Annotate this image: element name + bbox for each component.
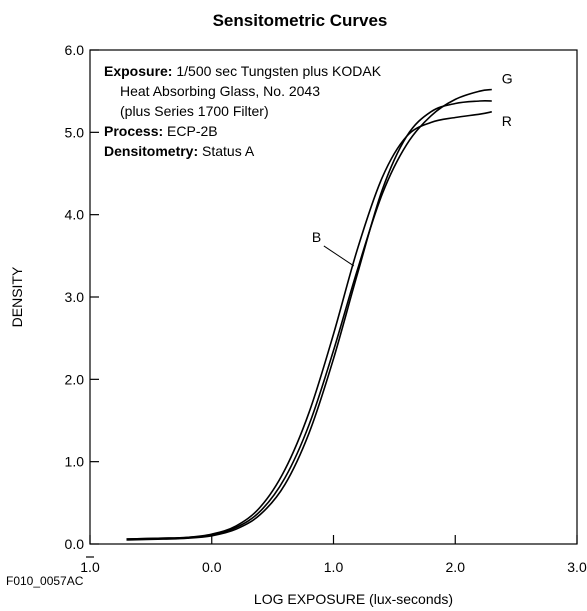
annotation-value: Heat Absorbing Glass, No. 2043: [120, 83, 320, 99]
curve-b: [126, 100, 492, 541]
annotation-value: ECP-2B: [163, 123, 217, 139]
curves: [126, 88, 492, 541]
annotation-line: Densitometry: Status A: [104, 143, 255, 159]
curve-labels: G R B: [312, 71, 513, 267]
annotation-key: Process:: [104, 123, 163, 139]
annotation-line: Exposure: 1/500 sec Tungsten plus KODAK: [104, 63, 382, 79]
x-axis-label: LOG EXPOSURE (lux-seconds): [254, 591, 453, 607]
y-tick-label: 1.0: [65, 454, 85, 470]
curve-label-g: G: [502, 71, 513, 87]
x-tick-label: 1.0: [80, 559, 100, 575]
y-tick-label: 6.0: [65, 42, 85, 58]
annotation-line: Heat Absorbing Glass, No. 2043: [120, 83, 320, 99]
annotation-key: Exposure:: [104, 63, 172, 79]
curve-r: [126, 111, 492, 540]
y-tick-label: 2.0: [65, 371, 85, 387]
x-tick-label: 1.0: [324, 559, 344, 575]
y-tick-label: 0.0: [65, 536, 85, 552]
x-axis: 1.0 0.0 1.0 2.0 3.0: [80, 535, 587, 575]
curve-b-leader: [323, 245, 355, 267]
curve-label-b: B: [312, 229, 321, 245]
annotation-line: (plus Series 1700 Filter): [120, 103, 269, 119]
x-tick-label: 0.0: [202, 559, 222, 575]
y-tick-label: 5.0: [65, 124, 85, 140]
annotation-value: Status A: [198, 143, 255, 159]
y-tick-label: 3.0: [65, 289, 85, 305]
x-tick-label: 2.0: [446, 559, 466, 575]
exposure-annotation: Exposure: 1/500 sec Tungsten plus KODAK H…: [104, 63, 382, 159]
y-tick-label: 4.0: [65, 207, 85, 223]
annotation-value: (plus Series 1700 Filter): [120, 103, 269, 119]
figure-code: F010_0057AC: [6, 574, 84, 588]
annotation-line: Process: ECP-2B: [104, 123, 218, 139]
annotation-key: Densitometry:: [104, 143, 198, 159]
y-axis-label: DENSITY: [9, 266, 25, 327]
y-axis: 0.0 1.0 2.0 3.0 4.0 5.0 6.0: [65, 42, 99, 552]
x-tick-label: 3.0: [567, 559, 587, 575]
chart-title: Sensitometric Curves: [213, 11, 388, 30]
curve-label-r: R: [502, 113, 512, 129]
annotation-value: 1/500 sec Tungsten plus KODAK: [172, 63, 381, 79]
